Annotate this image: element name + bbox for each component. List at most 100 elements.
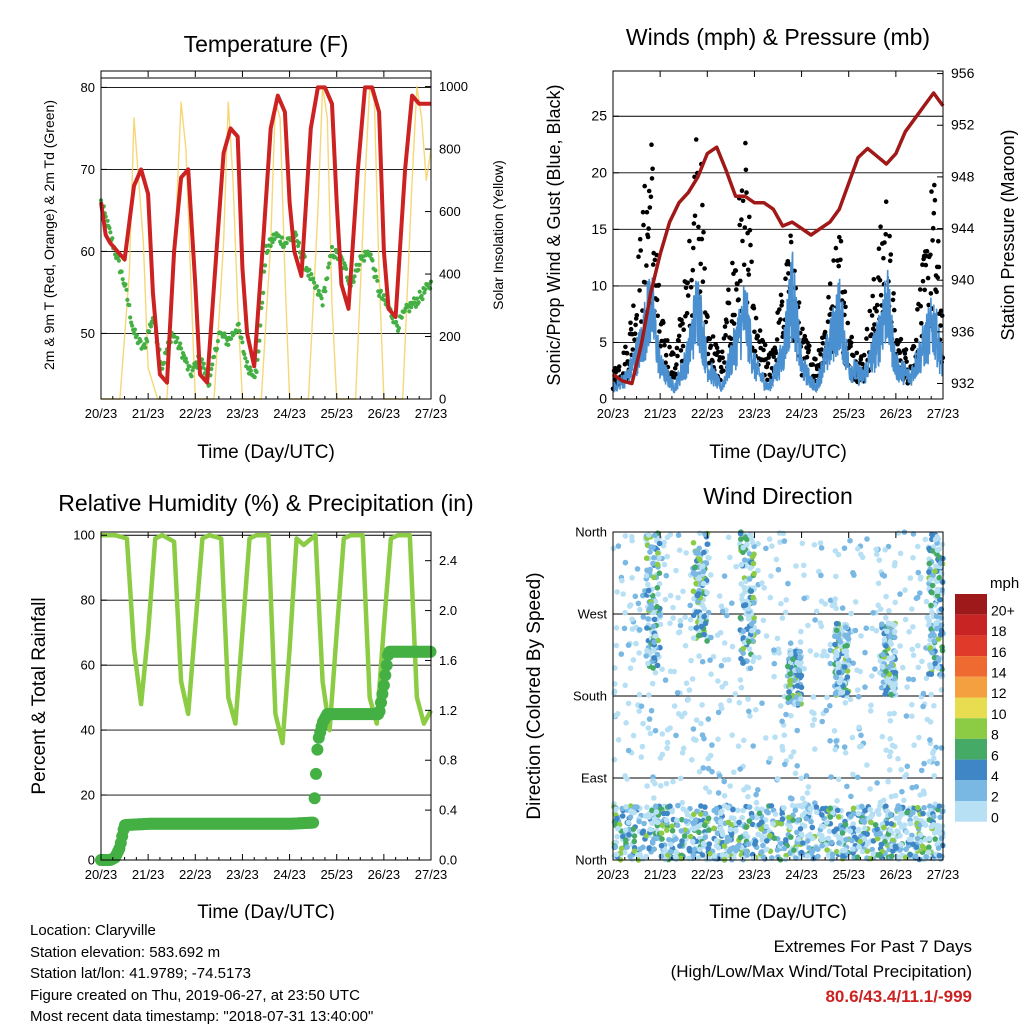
direction-point xyxy=(895,856,902,862)
direction-point xyxy=(654,561,661,568)
precip-point xyxy=(308,792,321,805)
dewpoint-point xyxy=(108,230,113,235)
direction-point xyxy=(785,580,791,587)
x-tick-label: 25/23 xyxy=(832,406,865,421)
direction-point xyxy=(824,847,830,853)
x-tick-label: 25/23 xyxy=(320,406,353,421)
direction-point xyxy=(913,853,919,859)
direction-point xyxy=(887,639,893,645)
direction-point xyxy=(887,827,894,833)
direction-point xyxy=(615,825,621,832)
direction-point xyxy=(935,845,942,851)
direction-point xyxy=(756,810,763,817)
x-tick-label: 20/23 xyxy=(597,406,630,421)
direction-point xyxy=(681,710,688,717)
direction-point xyxy=(867,806,873,813)
direction-point xyxy=(910,554,916,561)
direction-point xyxy=(768,803,775,809)
legend-label: 16 xyxy=(991,644,1007,660)
direction-point xyxy=(827,660,834,667)
direction-point xyxy=(651,655,657,661)
gust-point xyxy=(645,234,651,240)
gust-point xyxy=(632,331,638,337)
direction-point xyxy=(852,627,859,634)
direction-point xyxy=(854,854,861,860)
x-tick-label: 22/23 xyxy=(691,406,724,421)
direction-point xyxy=(649,680,656,687)
y-tick-label: 50 xyxy=(81,326,95,341)
direction-point xyxy=(790,812,796,818)
direction-point xyxy=(785,663,791,670)
direction-point xyxy=(887,811,894,818)
gust-point xyxy=(663,352,669,358)
direction-point xyxy=(832,691,839,697)
y-tick-label: 20 xyxy=(81,788,95,803)
direction-point xyxy=(931,755,937,762)
gust-point xyxy=(680,321,685,326)
direction-point xyxy=(627,814,634,820)
precip-point xyxy=(377,679,390,692)
gust-point xyxy=(710,334,716,339)
direction-point xyxy=(743,824,749,830)
direction-point xyxy=(678,828,685,834)
direction-point xyxy=(759,837,765,843)
dewpoint-point xyxy=(105,218,110,223)
gust-point xyxy=(674,362,679,367)
direction-point xyxy=(754,806,760,812)
direction-point xyxy=(683,808,690,815)
direction-point xyxy=(667,531,674,538)
direction-point xyxy=(758,826,765,832)
gust-point xyxy=(720,355,725,361)
direction-point xyxy=(732,827,739,833)
dewpoint-point xyxy=(374,274,379,279)
gust-point xyxy=(825,319,831,325)
direction-point xyxy=(769,543,775,549)
direction-point xyxy=(745,615,752,622)
direction-point xyxy=(933,613,940,620)
direction-point xyxy=(929,609,935,616)
dewpoint-point xyxy=(381,293,386,298)
direction-point xyxy=(799,812,806,819)
station-info: Location: Claryville Station elevation: … xyxy=(30,920,373,1028)
direction-point xyxy=(879,572,886,578)
gust-point xyxy=(919,321,924,326)
direction-point xyxy=(769,855,775,861)
direction-point xyxy=(903,771,910,778)
gust-point xyxy=(744,190,749,195)
dewpoint-point xyxy=(327,261,332,266)
direction-point xyxy=(818,545,825,551)
direction-point xyxy=(717,818,724,825)
direction-point xyxy=(641,820,647,827)
direction-point xyxy=(794,829,800,836)
direction-point xyxy=(662,596,669,603)
direction-point xyxy=(787,824,794,831)
y-tick-label: 60 xyxy=(81,658,95,673)
gust-point xyxy=(749,259,754,265)
direction-point xyxy=(809,824,816,831)
direction-point xyxy=(935,636,942,642)
dewpoint-point xyxy=(132,327,137,332)
direction-point xyxy=(738,561,745,568)
gust-point xyxy=(622,361,628,367)
winds-ylabel-right: Station Pressure (Maroon) xyxy=(998,129,1018,340)
direction-point xyxy=(788,834,794,840)
direction-point xyxy=(897,846,904,852)
direction-point xyxy=(911,742,917,748)
gust-point xyxy=(926,302,931,308)
direction-point xyxy=(861,819,868,825)
direction-point xyxy=(826,828,833,835)
direction-point xyxy=(832,746,838,753)
direction-point xyxy=(774,847,781,853)
direction-point xyxy=(808,818,814,825)
direction-point xyxy=(788,712,794,719)
direction-point xyxy=(673,567,679,574)
gust-point xyxy=(634,313,640,318)
direction-point xyxy=(724,834,731,841)
direction-point xyxy=(792,807,799,813)
direction-point xyxy=(883,747,889,753)
direction-point xyxy=(645,660,651,667)
direction-point xyxy=(738,536,744,542)
direction-point xyxy=(721,573,728,579)
direction-point xyxy=(693,717,700,723)
direction-point xyxy=(856,844,862,850)
